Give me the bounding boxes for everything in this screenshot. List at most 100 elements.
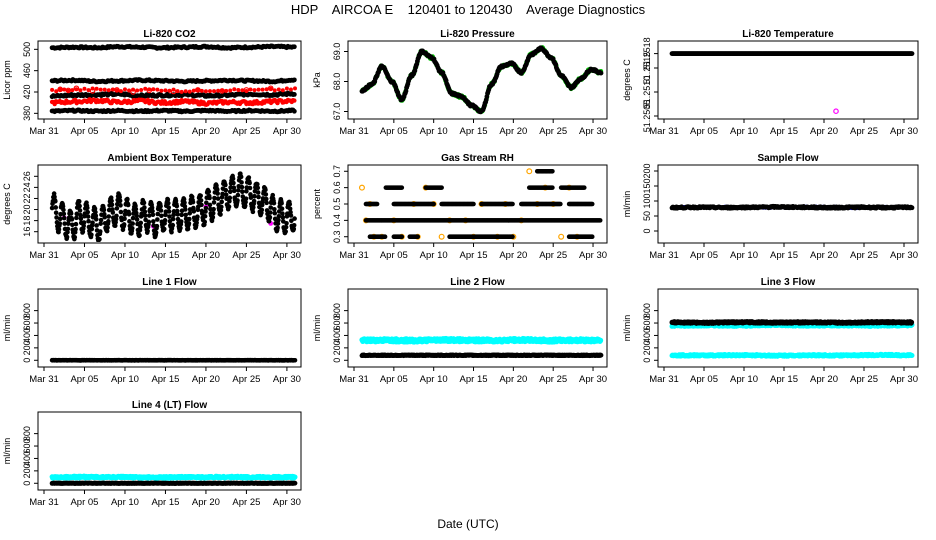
x-tick-label: Apr 10 xyxy=(420,374,448,385)
data-point xyxy=(133,206,139,212)
data-point xyxy=(151,87,156,92)
data-point xyxy=(255,190,261,195)
data-point xyxy=(178,219,184,224)
data-point xyxy=(74,211,80,217)
data-point xyxy=(159,213,164,219)
x-tick-label: Mar 31 xyxy=(649,250,679,261)
y-tick-label: 200 xyxy=(332,340,342,355)
data-point xyxy=(78,216,84,222)
data-point xyxy=(163,88,168,93)
data-point xyxy=(256,87,261,92)
data-point xyxy=(122,216,127,222)
data-point xyxy=(97,236,102,242)
data-point xyxy=(202,219,208,225)
panel-title: Line 2 Flow xyxy=(450,277,505,288)
y-tick-label: 0.4 xyxy=(332,214,342,227)
data-point xyxy=(235,192,241,198)
x-tick-label: Mar 31 xyxy=(339,126,369,137)
data-point xyxy=(291,226,297,232)
data-point xyxy=(288,213,294,218)
data-point xyxy=(207,89,212,94)
data-point xyxy=(240,189,245,194)
x-tick-label: Apr 25 xyxy=(232,374,260,385)
y-tick-label: 0 xyxy=(22,358,32,363)
data-point xyxy=(117,198,123,204)
x-tick-label: Apr 15 xyxy=(460,374,488,385)
data-point xyxy=(195,87,201,93)
data-point xyxy=(129,225,135,231)
data-point xyxy=(291,77,297,83)
x-tick-label: Apr 15 xyxy=(151,250,179,261)
data-point xyxy=(279,206,285,211)
data-point xyxy=(121,222,127,227)
data-point xyxy=(558,233,565,240)
data-point xyxy=(438,233,445,240)
data-point xyxy=(195,214,200,220)
data-point xyxy=(581,185,587,190)
plot-frame xyxy=(347,40,608,120)
data-point xyxy=(178,225,183,231)
data-point xyxy=(271,200,277,206)
data-point xyxy=(66,88,71,93)
data-point xyxy=(150,212,156,218)
data-point xyxy=(110,87,115,92)
data-point xyxy=(175,216,181,222)
data-point xyxy=(179,212,184,218)
data-point xyxy=(143,86,148,91)
data-point xyxy=(268,210,273,215)
data-point xyxy=(155,217,160,222)
x-tick-label: Apr 25 xyxy=(232,126,260,137)
data-point xyxy=(130,89,136,95)
data-point xyxy=(94,86,99,91)
y-tick-label: 420 xyxy=(22,84,32,99)
data-point xyxy=(127,88,132,93)
series-level-1 xyxy=(49,43,297,51)
data-point xyxy=(243,199,248,205)
data-point xyxy=(256,194,261,200)
data-point xyxy=(550,185,555,190)
x-tick-label: Apr 25 xyxy=(232,250,260,261)
data-point xyxy=(244,188,249,194)
y-tick-label: 22 xyxy=(22,193,32,203)
series-temp-black xyxy=(669,51,915,56)
y-tick-label: 67.0 xyxy=(332,103,342,121)
data-point xyxy=(204,200,209,206)
data-point xyxy=(101,207,107,213)
data-point xyxy=(267,214,273,220)
data-point xyxy=(150,208,155,214)
data-point xyxy=(61,207,66,213)
data-point xyxy=(251,198,257,204)
y-tick-label: 50 xyxy=(642,211,652,221)
data-point xyxy=(109,202,115,208)
data-point xyxy=(264,200,269,206)
data-point xyxy=(106,88,111,93)
x-tick-label: Apr 05 xyxy=(380,374,408,385)
data-point xyxy=(232,87,237,92)
data-point xyxy=(374,201,380,207)
data-point xyxy=(250,209,256,215)
data-point xyxy=(60,204,66,209)
x-tick-label: Mar 31 xyxy=(339,374,369,385)
data-point xyxy=(243,196,249,201)
x-tick-label: Apr 10 xyxy=(420,126,448,137)
series-level-4 xyxy=(49,107,297,115)
series-flow-black xyxy=(669,203,915,211)
data-point xyxy=(165,197,171,203)
x-tick-label: Apr 20 xyxy=(810,126,838,137)
data-point xyxy=(64,234,70,240)
data-point xyxy=(240,88,245,93)
data-point xyxy=(259,202,265,208)
data-point xyxy=(102,87,107,92)
data-point xyxy=(81,223,86,229)
data-point xyxy=(358,184,365,191)
data-point xyxy=(94,223,99,228)
data-point xyxy=(598,70,604,76)
x-tick-label: Apr 05 xyxy=(690,250,718,261)
data-point xyxy=(85,214,91,219)
data-point xyxy=(230,176,236,182)
